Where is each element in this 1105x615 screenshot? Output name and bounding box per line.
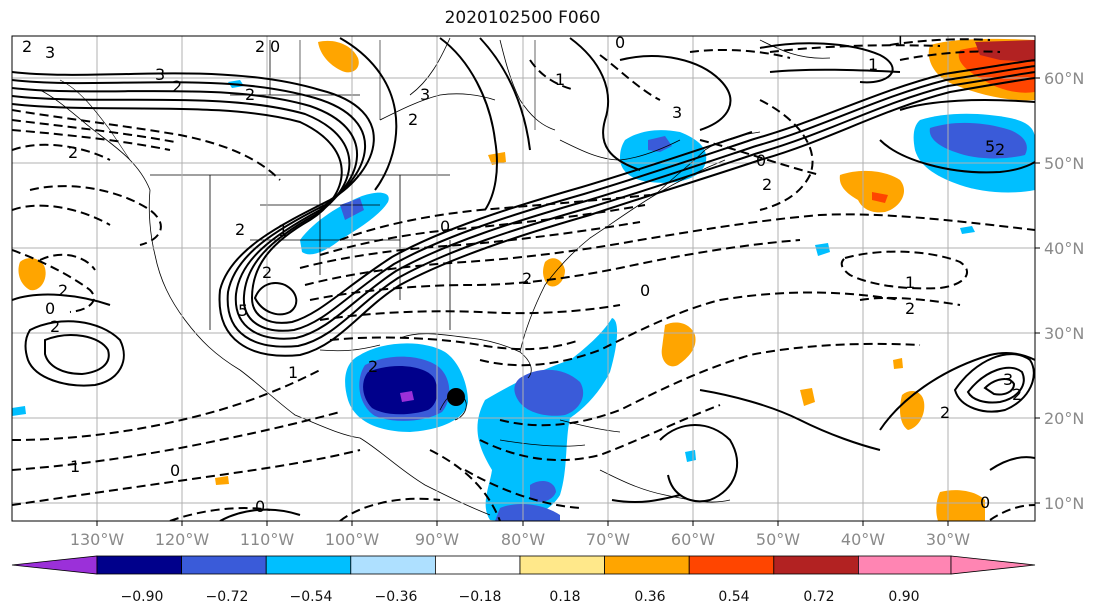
contour-label: 3 [420,85,430,104]
lon-label: 130°W [70,530,125,549]
contour-label: 0 [615,33,625,52]
solid-contours [12,37,1035,521]
contour-label: 2 [262,263,272,282]
colorbar [11,555,1036,575]
colorbar-tick: 0.90 [888,589,919,605]
longitude-labels: 130°W 120°W 110°W 100°W 90°W 80°W 70°W 6… [70,530,970,549]
axis-ticks [96,77,1040,526]
contour-label: 1 [278,221,288,240]
contour-label: 2 [905,299,915,318]
contour-label: 3 [155,65,165,84]
lon-label: 120°W [155,530,210,549]
lon-label: 100°W [325,530,380,549]
admin-borders [59,40,536,161]
colorbar-tick: −0.72 [206,589,249,605]
lon-label: 50°W [756,530,800,549]
contour-label: 0 [255,497,265,516]
contour-label: 1 [895,31,905,50]
contour-label: 2 [762,175,772,194]
contour-label: 1 [288,363,298,382]
latitude-labels: 60°N 50°N 40°N 30°N 20°N 10°N [1044,69,1084,513]
contour-label: 2 [245,85,255,104]
lon-label: 110°W [240,530,295,549]
contour-label: 2 [995,140,1005,159]
lat-label: 10°N [1044,494,1084,513]
grid [12,36,1035,521]
contour-label: 3 [45,43,55,62]
contour-label: 2 [22,37,32,56]
lat-label: 20°N [1044,409,1084,428]
contour-label: 1 [868,55,878,74]
contour-label: 5 [985,137,995,156]
map-content: 2 3 2 0 2 3 0 3 2 3 1 2 1 2 0 5 2 2 0 1 … [12,31,1035,521]
contour-label: 2 [408,110,418,129]
contour-label: 0 [170,461,180,480]
colorbar-tick: −0.36 [375,589,418,605]
contour-label: 3 [1003,370,1013,389]
colorbar-ticks: −0.90 −0.72 −0.54 −0.36 −0.18 0.18 0.36 … [121,589,920,605]
contour-label: 2 [235,220,245,239]
contour-label: 2 [255,37,265,56]
contour-label: 0 [640,281,650,300]
contour-label: 5 [238,301,248,320]
contour-label: 1 [905,273,915,292]
contour-label: 0 [270,37,280,56]
colorbar-tick: −0.18 [459,589,502,605]
colorbar-extend-max [950,555,1036,575]
contour-label: 3 [672,103,682,122]
colorbar-tick: −0.90 [121,589,164,605]
contour-label: 2 [1012,385,1022,404]
storm-center-marker [447,388,465,406]
dashed-contours [12,38,1035,521]
lat-label: 60°N [1044,69,1084,88]
lon-label: 90°W [415,530,459,549]
lat-label: 30°N [1044,324,1084,343]
contour-label: 2 [58,281,68,300]
contour-label: 0 [756,151,766,170]
contour-label: 2 [368,357,378,376]
lat-label: 50°N [1044,154,1084,173]
contour-label: 0 [45,299,55,318]
contour-label: 2 [50,317,60,336]
contour-label: 2 [522,269,532,288]
lon-label: 60°W [671,530,715,549]
lon-label: 70°W [586,530,630,549]
map-title: 2020102500 F060 [444,8,601,28]
colorbar-tick: 0.36 [634,589,665,605]
colorbar-tick: −0.54 [290,589,333,605]
lon-label: 40°W [841,530,885,549]
contour-label: 1 [555,70,565,89]
lon-label: 80°W [501,530,545,549]
contour-label: 0 [440,217,450,236]
colorbar-tick: 0.72 [803,589,834,605]
contour-label: 1 [70,457,80,476]
contour-label: 2 [68,143,78,162]
lat-label: 40°N [1044,239,1084,258]
lon-label: 30°W [926,530,970,549]
colorbar-extend-min [11,555,98,575]
contour-label: 2 [172,77,182,96]
contour-labels: 2 3 2 0 2 3 0 3 2 3 1 2 1 2 0 5 2 2 0 1 … [22,31,1022,516]
contour-label: 2 [940,403,950,422]
colorbar-tick: 0.18 [549,589,580,605]
colorbar-tick: 0.54 [718,589,749,605]
contour-label: 0 [980,493,990,512]
